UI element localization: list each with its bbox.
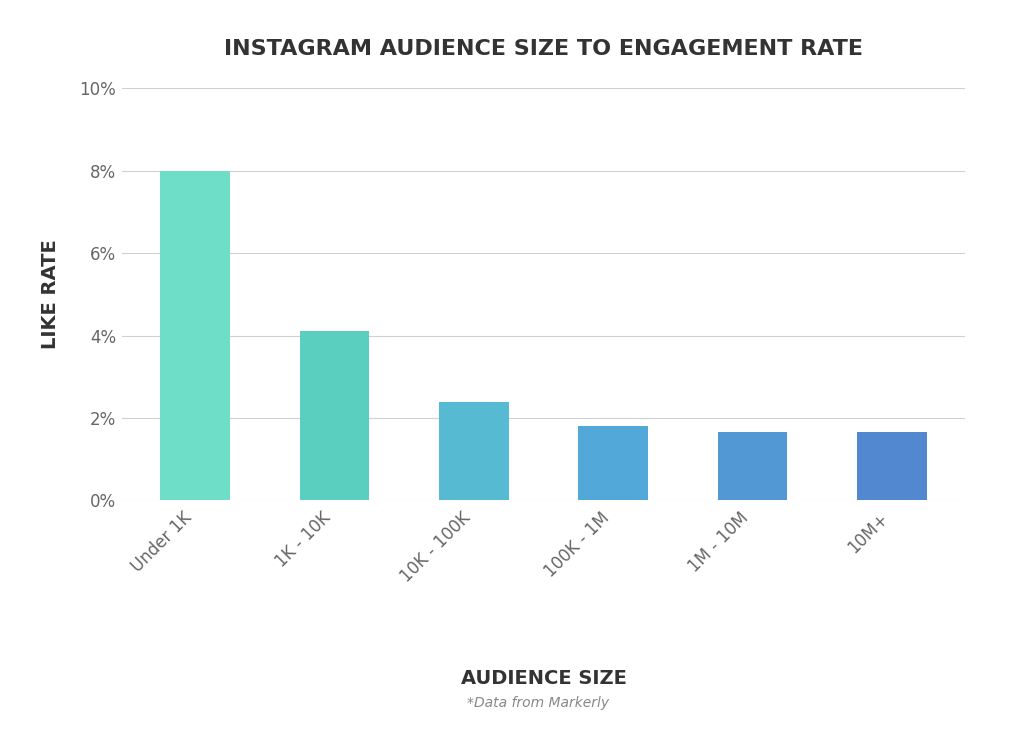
X-axis label: AUDIENCE SIZE: AUDIENCE SIZE [460, 669, 627, 688]
Bar [439, 402, 509, 500]
Bar [161, 171, 230, 500]
Y-axis label: LIKE RATE: LIKE RATE [42, 239, 60, 350]
Text: *Data from Markerly: *Data from Markerly [467, 696, 610, 710]
Title: INSTAGRAM AUDIENCE SIZE TO ENGAGEMENT RATE: INSTAGRAM AUDIENCE SIZE TO ENGAGEMENT RA… [225, 39, 863, 59]
Bar [300, 331, 370, 500]
Bar [858, 433, 927, 500]
Bar [578, 426, 648, 500]
Bar [717, 433, 787, 500]
